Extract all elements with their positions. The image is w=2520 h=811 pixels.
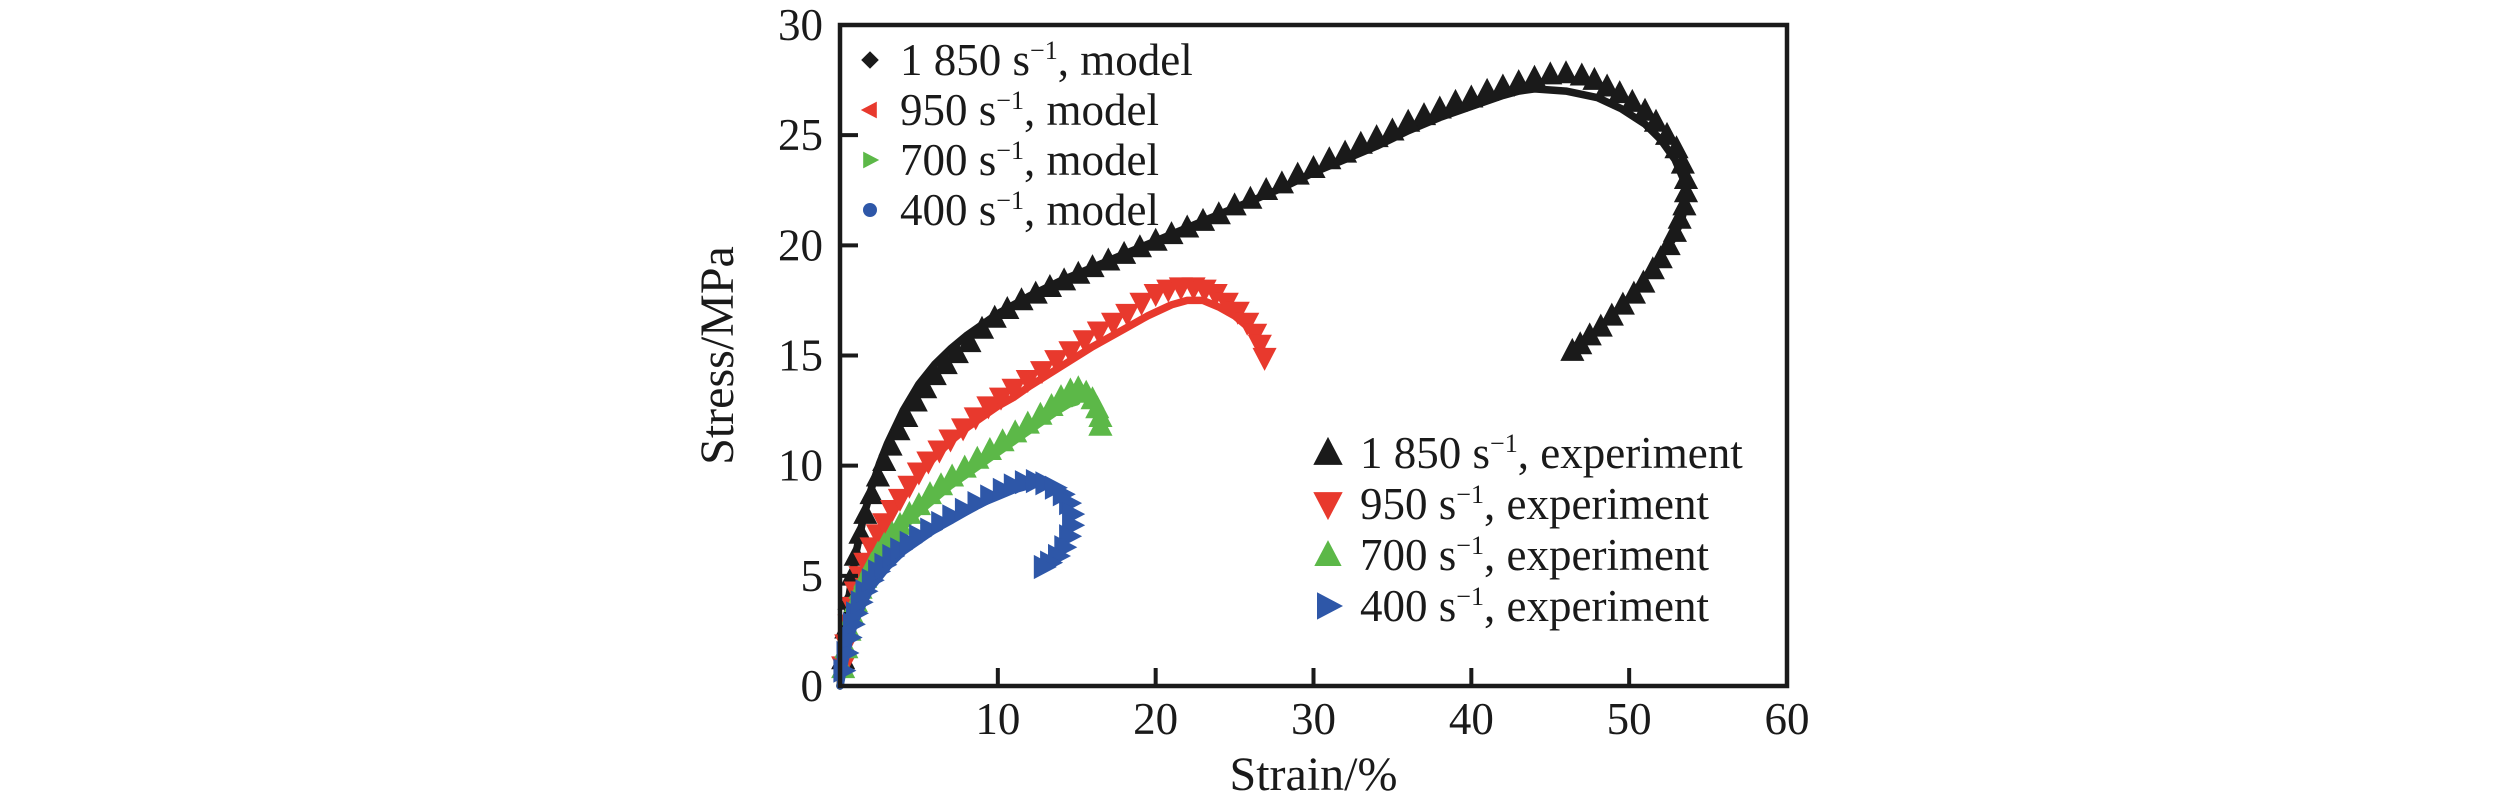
triangle-down-icon <box>1302 478 1354 530</box>
legend-item-1850-experiment: 1 850 s−1, experiment <box>1302 427 1743 478</box>
series-950-s-1-experiment-markers <box>831 277 1277 680</box>
circle-icon <box>846 186 894 234</box>
y-tick-label: 20 <box>778 220 823 270</box>
legend-item-400-experiment: 400 s−1, experiment <box>1302 580 1743 631</box>
legend-item-700-experiment: 700 s−1, experiment <box>1302 529 1743 580</box>
x-axis-title: Strain/% <box>1230 748 1398 801</box>
y-tick-label: 25 <box>778 110 823 160</box>
triangle-right-icon <box>846 136 894 184</box>
legend-item-700-model: 700 s−1, model <box>846 135 1193 185</box>
legend-item-label: 700 s−1, experiment <box>1360 529 1709 580</box>
triangle-up-icon <box>1302 427 1354 479</box>
diamond-icon <box>846 36 894 84</box>
y-tick-label: 30 <box>778 0 823 50</box>
legend-item-label: 1 850 s−1, experiment <box>1360 427 1743 478</box>
y-tick-label: 5 <box>801 551 824 601</box>
triangle-up-icon <box>1302 529 1354 581</box>
x-tick-label: 10 <box>975 694 1020 744</box>
legend-item-label: 1 850 s−1, model <box>900 35 1193 85</box>
legend-item-label: 700 s−1, model <box>900 135 1160 185</box>
x-tick-label: 50 <box>1607 694 1652 744</box>
legend-item-label: 400 s−1, model <box>900 185 1160 235</box>
legend-item-400-model: 400 s−1, model <box>846 185 1193 235</box>
legend-item-label: 400 s−1, experiment <box>1360 580 1709 631</box>
triangle-left-icon <box>846 86 894 134</box>
y-tick-label: 15 <box>778 331 823 381</box>
y-tick-label: 10 <box>778 441 823 491</box>
x-tick-label: 40 <box>1449 694 1494 744</box>
legend-item-950-experiment: 950 s−1, experiment <box>1302 478 1743 529</box>
y-tick-label: 0 <box>801 661 824 711</box>
legend-item-1850-model: 1 850 s−1, model <box>846 35 1193 85</box>
x-tick-label: 60 <box>1765 694 1810 744</box>
legend-item-950-model: 950 s−1, model <box>846 85 1193 135</box>
x-tick-label: 30 <box>1291 694 1336 744</box>
x-tick-label: 20 <box>1133 694 1178 744</box>
legend-model: 1 850 s−1, model 950 s−1, model 700 s−1,… <box>846 35 1193 235</box>
legend-experiment: 1 850 s−1, experiment 950 s−1, experimen… <box>1302 427 1743 631</box>
triangle-right-icon <box>1302 580 1354 632</box>
legend-item-label: 950 s−1, model <box>900 85 1160 135</box>
series-400-s-1-experiment-markers <box>833 469 1086 683</box>
y-axis-title: Stress/MPa <box>691 246 744 465</box>
legend-item-label: 950 s−1, experiment <box>1360 478 1709 529</box>
